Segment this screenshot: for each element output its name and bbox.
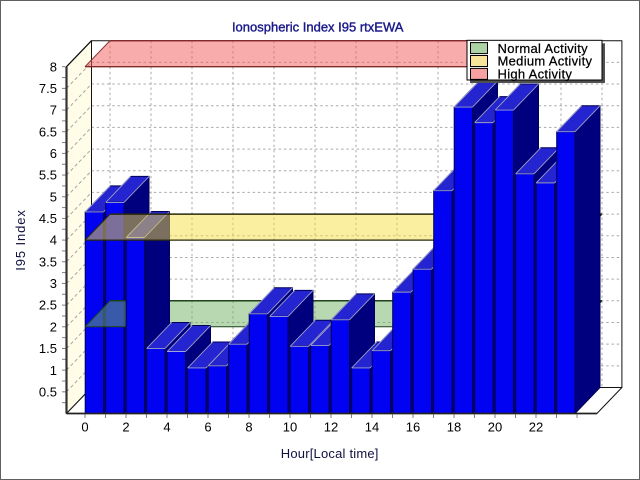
svg-text:5.5: 5.5 [39, 168, 57, 183]
svg-text:16: 16 [406, 420, 420, 435]
svg-text:18: 18 [447, 420, 461, 435]
svg-text:6: 6 [50, 146, 57, 161]
svg-text:12: 12 [324, 420, 338, 435]
svg-text:High Activity: High Activity [498, 67, 573, 82]
svg-text:Normal Activity: Normal Activity [498, 41, 589, 56]
svg-text:I95 Index: I95 Index [13, 209, 28, 271]
svg-text:7: 7 [50, 103, 57, 118]
svg-text:8: 8 [50, 59, 57, 74]
svg-text:8: 8 [245, 420, 252, 435]
svg-text:0: 0 [81, 420, 88, 435]
svg-text:2.5: 2.5 [39, 298, 57, 313]
svg-text:20: 20 [488, 420, 502, 435]
svg-text:2: 2 [122, 420, 129, 435]
svg-text:3.5: 3.5 [39, 254, 57, 269]
svg-text:3: 3 [50, 276, 57, 291]
svg-text:0.5: 0.5 [39, 384, 57, 399]
svg-text:2: 2 [50, 319, 57, 334]
svg-text:14: 14 [365, 420, 379, 435]
svg-text:1.5: 1.5 [39, 341, 57, 356]
svg-text:4: 4 [50, 233, 57, 248]
svg-text:4.5: 4.5 [39, 211, 57, 226]
svg-text:5: 5 [50, 189, 57, 204]
svg-text:22: 22 [529, 420, 543, 435]
svg-text:1: 1 [50, 363, 57, 378]
svg-text:Ionospheric Index I95 rtxEWA: Ionospheric Index I95 rtxEWA [232, 20, 404, 35]
svg-text:6: 6 [204, 420, 211, 435]
svg-text:4: 4 [163, 420, 170, 435]
svg-text:10: 10 [283, 420, 297, 435]
svg-text:Hour[Local time]: Hour[Local time] [281, 446, 379, 461]
svg-text:6.5: 6.5 [39, 124, 57, 139]
svg-text:Medium Activity: Medium Activity [498, 54, 593, 69]
svg-text:7.5: 7.5 [39, 81, 57, 96]
